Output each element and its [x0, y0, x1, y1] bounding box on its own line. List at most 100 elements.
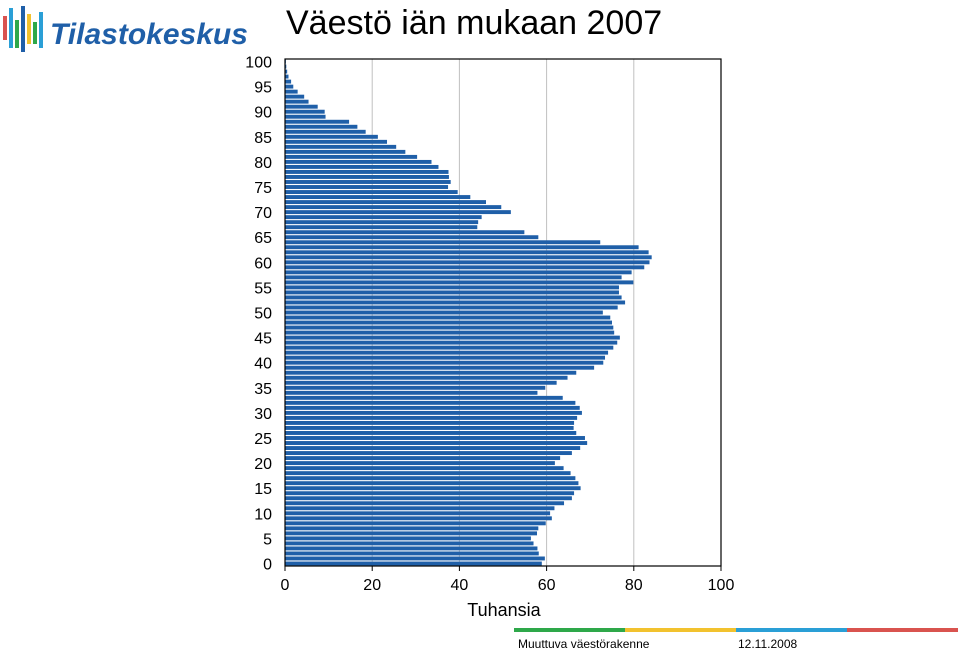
y-tick-label: 55	[254, 280, 272, 297]
bar-age-34	[285, 390, 538, 395]
bar-age-77	[285, 175, 449, 179]
bar-age-6	[285, 531, 538, 536]
bar-age-16	[285, 481, 579, 486]
y-tick-label: 85	[254, 130, 272, 147]
bar-age-24	[285, 441, 588, 445]
bar-age-54	[285, 290, 619, 295]
bar-age-33	[285, 395, 563, 400]
y-tick-label: 35	[254, 381, 272, 398]
bar-age-28	[285, 420, 575, 425]
bar-age-60	[285, 260, 650, 265]
bar-age-31	[285, 405, 580, 410]
bar-age-48	[285, 320, 612, 325]
bar-age-76	[285, 180, 451, 184]
population-pyramid-chart: 0 20 40 60 80 100 0 5 10 15 20 25 30 35 40 45 50 55 60 65 70…	[245, 55, 734, 595]
bar-age-53	[285, 295, 622, 300]
footer-source-text: Muuttuva väestörakenne	[518, 637, 650, 651]
bar-age-44	[285, 340, 618, 345]
y-tick-label: 90	[254, 105, 272, 122]
bar-age-57	[285, 275, 622, 280]
bar-age-94	[285, 89, 298, 94]
bar-age-97	[285, 74, 289, 79]
bar-age-47	[285, 325, 614, 330]
bar-age-29	[285, 415, 578, 420]
bar-age-72	[285, 200, 486, 205]
y-tick-label: 30	[254, 406, 272, 423]
y-tick-label: 60	[254, 255, 272, 272]
bar-age-22	[285, 451, 572, 456]
bar-age-46	[285, 330, 615, 335]
bar-age-43	[285, 345, 614, 350]
y-tick-label: 5	[263, 531, 272, 548]
x-tick-label: 40	[451, 577, 469, 594]
plot-frame	[284, 58, 722, 567]
bar-age-62	[285, 250, 649, 255]
y-tick-label: 70	[254, 205, 272, 222]
bar-age-67	[285, 225, 478, 230]
bar-age-40	[285, 360, 604, 365]
bar-age-98	[285, 69, 288, 74]
bar-age-79	[285, 164, 439, 169]
bar-age-61	[285, 255, 652, 260]
chart-title: Väestö iän mukaan 2007	[286, 4, 663, 42]
bar-age-68	[285, 220, 479, 225]
bar-age-88	[285, 119, 350, 124]
bar-age-13	[285, 496, 572, 501]
y-tick-label: 15	[254, 481, 272, 498]
bar-age-2	[285, 551, 539, 556]
bar-age-96	[285, 79, 292, 84]
bar-age-63	[285, 245, 639, 250]
bar-age-20	[285, 461, 555, 466]
bar-age-12	[285, 501, 565, 506]
bar-age-17	[285, 476, 576, 481]
bar-age-50	[285, 310, 603, 315]
bar-age-25	[285, 436, 585, 440]
bar-age-51	[285, 305, 618, 310]
bar-age-80	[285, 159, 432, 164]
bar-age-71	[285, 205, 502, 210]
bar-age-56	[285, 280, 634, 285]
bar-age-85	[285, 134, 378, 139]
bar-age-27	[285, 426, 574, 430]
bar-age-35	[285, 385, 546, 390]
bar-age-59	[285, 265, 645, 270]
bar-age-81	[285, 154, 418, 159]
y-tick-label: 45	[254, 331, 272, 348]
bar-age-4	[285, 541, 534, 546]
y-tick-label: 0	[263, 557, 272, 574]
bar-age-42	[285, 350, 609, 355]
bar-age-83	[285, 144, 397, 149]
logo-mark-icon	[3, 6, 43, 52]
bar-age-75	[285, 185, 449, 189]
bar-age-66	[285, 230, 525, 235]
bar-age-78	[285, 169, 449, 174]
y-tick-label: 50	[254, 306, 272, 323]
bar-age-30	[285, 410, 582, 415]
bar-age-73	[285, 195, 471, 200]
bar-age-91	[285, 104, 318, 109]
footer-color-stripe	[514, 628, 958, 632]
bar-age-38	[285, 370, 577, 375]
bar-age-7	[285, 526, 539, 531]
bar-age-74	[285, 190, 458, 194]
bar-age-92	[285, 99, 309, 104]
bar-age-90	[285, 109, 325, 114]
y-tick-label: 95	[254, 80, 272, 97]
bar-age-3	[285, 546, 538, 551]
bar-age-37	[285, 375, 568, 380]
bar-age-89	[285, 114, 326, 119]
bar-age-52	[285, 300, 626, 305]
bar-age-39	[285, 365, 595, 370]
bar-age-55	[285, 285, 619, 290]
bar-age-45	[285, 335, 620, 340]
y-tick-label: 10	[254, 506, 272, 523]
bar-age-82	[285, 149, 406, 154]
bar-age-15	[285, 486, 581, 491]
bar-age-99	[285, 64, 287, 69]
y-tick-label: 75	[254, 180, 272, 197]
bar-age-86	[285, 129, 366, 134]
y-tick-label: 40	[254, 356, 272, 373]
bar-age-49	[285, 315, 611, 320]
y-tick-label: 80	[254, 155, 272, 172]
bar-age-95	[285, 84, 294, 89]
